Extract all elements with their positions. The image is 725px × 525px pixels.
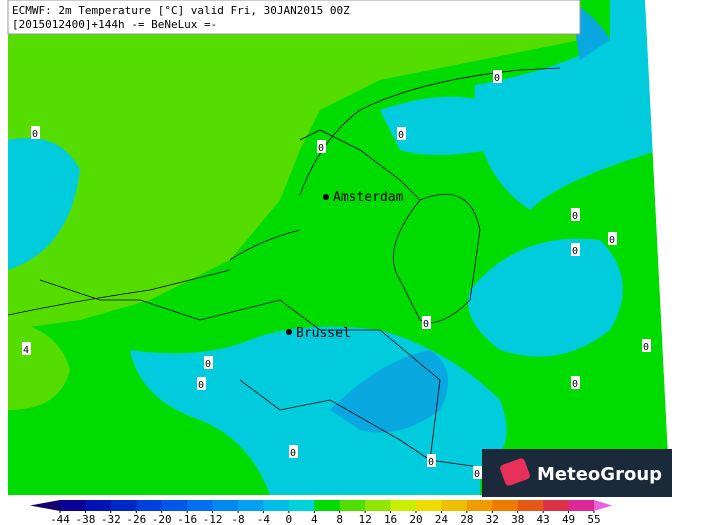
coastline <box>7 67 561 316</box>
contour-label-box <box>317 140 326 153</box>
contour-label: 4 <box>23 345 29 356</box>
colorbar-tick-label: -12 <box>203 513 223 525</box>
colorbar-cell <box>60 500 86 511</box>
cold-area <box>380 96 503 155</box>
contour-label-box <box>31 126 40 139</box>
city-dot <box>323 194 329 200</box>
borders <box>39 129 501 471</box>
cold-area <box>474 0 660 210</box>
colorbar-tick-label: -16 <box>177 513 197 525</box>
colorbar-cell <box>187 500 214 511</box>
colder-area <box>330 350 448 433</box>
colorbar-cell <box>288 500 315 511</box>
colorbar-cell <box>263 500 290 511</box>
colorbar-tick-label: 32 <box>486 513 499 525</box>
colorbar-tick-label: 8 <box>336 513 343 525</box>
colorbar-cell <box>543 500 570 511</box>
colorbar-cell <box>314 500 341 511</box>
contour-label: 0 <box>290 448 296 459</box>
colorbar-cell <box>390 500 417 511</box>
colorbar-cell <box>492 500 519 511</box>
colorbar-cell <box>517 500 544 511</box>
header-line: [2015012400]+144h -= BeNeLux =- <box>12 18 217 31</box>
colorbar-cell <box>85 500 112 511</box>
colorbar-tick-label: 49 <box>562 513 575 525</box>
contour-label-box <box>571 376 580 389</box>
contour-label: 0 <box>572 211 578 222</box>
contour-label-box <box>197 377 206 390</box>
colorbar-cell <box>365 500 392 511</box>
colorbar-tick-label: 24 <box>435 513 449 525</box>
sea-field <box>8 0 580 330</box>
colorbar-cell <box>212 500 239 511</box>
colorbar-tick-label: -26 <box>126 513 146 525</box>
contour-label-box <box>493 70 502 83</box>
colorbar-cell <box>136 500 163 511</box>
contour-label: 0 <box>318 143 324 154</box>
colorbar-tick-label: 4 <box>311 513 318 525</box>
contour-label: 0 <box>423 319 429 330</box>
contour-label: 0 <box>32 129 38 140</box>
logo-text: MeteoGroup <box>537 464 662 485</box>
contour-label: 0 <box>494 73 500 84</box>
contour-label: 0 <box>398 130 404 141</box>
contour-label-box <box>422 316 431 329</box>
contour-label-box <box>397 127 406 140</box>
colorbar-cell <box>339 500 366 511</box>
contour-label-box <box>571 243 580 256</box>
city-dot <box>286 329 292 335</box>
colorbar-tick-label: -20 <box>152 513 172 525</box>
colorbar-cell <box>110 500 137 511</box>
colorbar-tick-label: 28 <box>460 513 473 525</box>
contour-label-box <box>473 466 482 479</box>
colorbar-tick-label: 0 <box>286 513 293 525</box>
colorbar-arrow <box>30 500 60 511</box>
colorbar-tick-label: 20 <box>409 513 422 525</box>
header-line: ECMWF: 2m Temperature [°C] valid Fri, 30… <box>12 4 350 17</box>
contour-label-box <box>204 356 213 369</box>
colorbar-cell <box>161 500 188 511</box>
city-label: Brussel <box>296 326 351 341</box>
colorbar-cell <box>466 500 493 511</box>
cold-area <box>468 238 623 357</box>
colorbar-tick-label: 43 <box>537 513 550 525</box>
cold-area <box>8 138 80 270</box>
colorbar-cell <box>568 500 595 511</box>
city-label: Amsterdam <box>333 190 404 205</box>
contour-label: 0 <box>474 469 480 480</box>
colorbar-tick-label: -4 <box>257 513 271 525</box>
colorbar-tick-label: 16 <box>384 513 397 525</box>
colorbar-cell <box>238 500 264 511</box>
contour-label-box <box>22 342 31 355</box>
contour-label-box <box>289 445 298 458</box>
colorbar-cell <box>441 500 468 511</box>
contour-label: 0 <box>643 342 649 353</box>
colorbar-tick-label: 38 <box>511 513 524 525</box>
contour-label: 0 <box>572 379 578 390</box>
contour-label: 0 <box>609 235 615 246</box>
header-box <box>7 0 581 35</box>
contour-label: 0 <box>428 457 434 468</box>
contour-label: 0 <box>572 246 578 257</box>
contour-label-box <box>608 232 617 245</box>
contour-label: 0 <box>205 359 211 370</box>
colorbar-tick-label: -44 <box>50 513 70 525</box>
contour-label-box <box>427 454 436 467</box>
logo-icon <box>500 458 530 486</box>
colorbar-tick-label: 12 <box>359 513 372 525</box>
contour-label-box <box>642 339 651 352</box>
colorbar-tick-label: -32 <box>101 513 121 525</box>
contour-label: 0 <box>198 380 204 391</box>
contour-label-box <box>571 208 580 221</box>
colorbar: -44 -38 -32 -26 -20 -16 -12 -8 -4 0 4 8 12 16 20 24 28 32… <box>30 500 612 525</box>
colorbar-tick-label: 55 <box>587 513 600 525</box>
colorbar-arrow <box>594 500 612 511</box>
colorbar-tick-label: -8 <box>231 513 244 525</box>
colorbar-tick-label: -38 <box>75 513 95 525</box>
colorbar-cell <box>416 500 442 511</box>
